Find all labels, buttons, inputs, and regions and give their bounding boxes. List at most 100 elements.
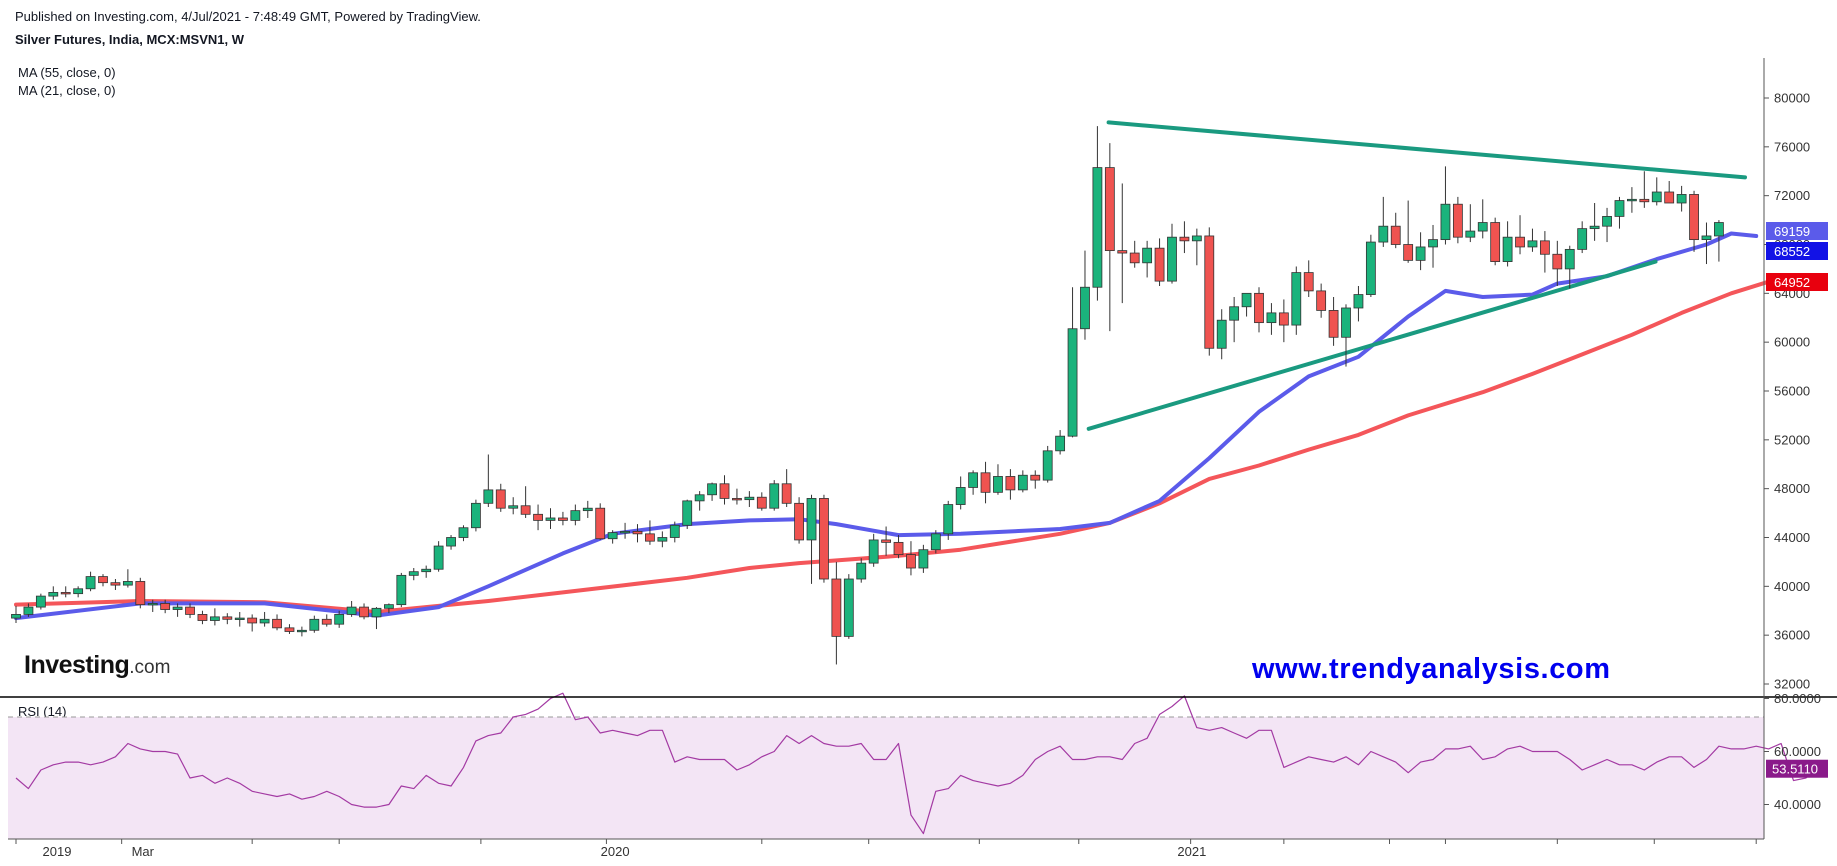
candle [1129, 240, 1140, 268]
price-badge: 69159 [1766, 222, 1828, 240]
candle [856, 558, 867, 583]
candle [1577, 221, 1588, 254]
candle [1328, 296, 1339, 346]
candle [1154, 238, 1165, 287]
candle-body-up [471, 502, 481, 529]
candle [160, 599, 171, 614]
candle-body-down [1452, 203, 1463, 238]
candle-body-up [744, 496, 755, 501]
price-badge-bg [1766, 222, 1828, 240]
candle [806, 494, 817, 584]
candle-body-up [943, 504, 954, 535]
candle [1055, 430, 1066, 455]
candle [1602, 207, 1612, 243]
candle [209, 608, 220, 626]
candle-body-up [1291, 272, 1302, 326]
candle-body-down [1117, 250, 1128, 254]
candle [1515, 215, 1525, 255]
price-badge: 68552 [1766, 242, 1828, 260]
candle [1204, 227, 1215, 356]
price-tick-label: 52000 [1774, 432, 1810, 447]
candle-body-down [1316, 290, 1327, 311]
candle-body-up [1341, 307, 1351, 338]
price-badge-label: 68552 [1774, 244, 1810, 259]
candle [843, 574, 854, 639]
candle-body-down [632, 530, 643, 535]
candle [1005, 469, 1016, 500]
candle-body-down [756, 496, 767, 509]
candle-body-down [1104, 167, 1115, 252]
candle-body-down [1303, 272, 1314, 292]
candle-body-up [396, 574, 407, 606]
candle-body-up [707, 483, 717, 496]
candle [906, 541, 916, 576]
candle-body-up [918, 549, 929, 569]
candle [1316, 283, 1327, 318]
price-tick-label: 36000 [1774, 628, 1810, 643]
candle-body-up [1627, 198, 1637, 202]
candle-body-up [856, 562, 867, 580]
candle [222, 613, 233, 625]
published-info: Published on Investing.com, 4/Jul/2021 -… [15, 9, 481, 24]
candle-body-up [1465, 230, 1476, 238]
candle [383, 603, 394, 614]
candle [533, 504, 543, 531]
candle-body-up [1577, 228, 1588, 250]
candle-body-up [408, 571, 419, 576]
candle [122, 569, 133, 588]
candle-body-up [1353, 294, 1364, 309]
candle [1564, 245, 1575, 289]
candle [1452, 196, 1463, 244]
candle [1167, 223, 1177, 284]
candle [868, 533, 879, 567]
candle-body-down [1539, 240, 1550, 255]
candle-body-up [1502, 236, 1513, 262]
candle-body-up [769, 483, 780, 509]
candle [1017, 470, 1028, 493]
candle [1042, 445, 1053, 483]
candle-body-up [383, 604, 394, 609]
candle-body-up [1167, 236, 1177, 282]
candle [321, 614, 332, 627]
candle-body-up [1092, 167, 1103, 288]
candle [408, 568, 419, 581]
price-tick-label: 60000 [1774, 335, 1810, 350]
time-tick-label: 2021 [1177, 844, 1206, 859]
axis-labels: 32000 36000 40000 44000 48000 52000 56000 60000… [43, 91, 1828, 859]
candle [458, 525, 469, 542]
candle [197, 610, 208, 625]
candle [582, 500, 593, 518]
legend-ma21: MA (21, close, 0) [18, 83, 116, 98]
candle-body-down [160, 603, 171, 610]
candle [1627, 187, 1637, 213]
candle-body-up [209, 616, 220, 621]
candle [421, 565, 432, 578]
candle-body-up [48, 592, 59, 597]
candle-body-up [259, 618, 270, 624]
candle-body-down [1005, 476, 1016, 491]
candle [1664, 181, 1675, 204]
candle-body-up [806, 498, 817, 541]
candle [1589, 202, 1600, 241]
candle [520, 486, 531, 518]
candle-body-down [1639, 198, 1650, 203]
candle-body-up [1714, 222, 1724, 237]
candle-body-up [968, 472, 979, 488]
candle [781, 469, 792, 507]
candle-body-up [85, 576, 96, 590]
candle [620, 522, 630, 539]
candle [1229, 296, 1240, 343]
ma55-line [14, 279, 1771, 614]
candle [11, 605, 21, 623]
candle [48, 586, 59, 600]
candle-body-up [433, 545, 444, 570]
legend-ma55: MA (55, close, 0) [18, 65, 116, 80]
candle [1689, 190, 1699, 252]
candle-body-up [1701, 235, 1712, 241]
rsi-badge-bg [1766, 759, 1828, 778]
candle [1266, 303, 1277, 335]
candle-body-down [495, 489, 506, 509]
watermark-link[interactable]: www.trendyanalysis.com [1252, 653, 1611, 685]
candle [831, 561, 842, 665]
candle [1142, 240, 1153, 278]
